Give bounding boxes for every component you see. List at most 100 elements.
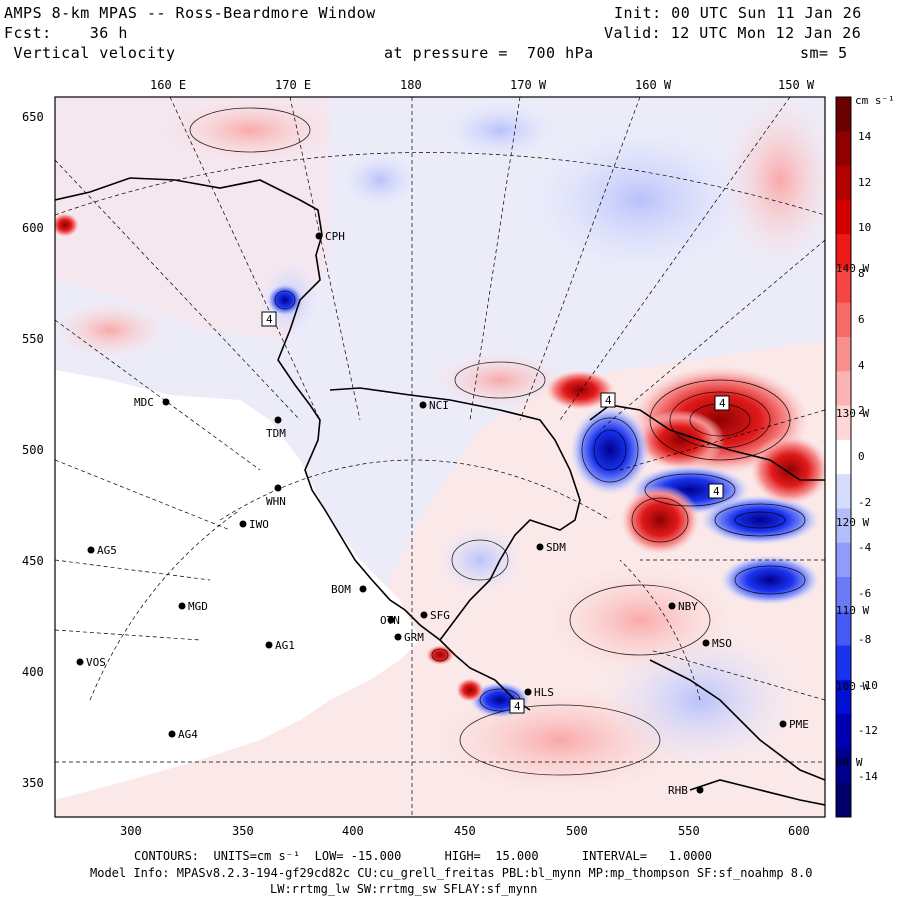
colorbar-tick-label: 4 [858, 358, 865, 372]
colorbar-tick-label: -14 [858, 770, 878, 783]
colorbar-tick-label: -12 [858, 724, 878, 738]
colorbar-tick-label: 6 [858, 312, 865, 326]
left-y-tick: 500 [22, 443, 44, 457]
top-lon-tick: 170 E [275, 78, 312, 92]
station-dot [420, 611, 428, 619]
top-lon-tick: 180 [400, 78, 422, 92]
colorbar-swatch [836, 748, 851, 784]
colorbar-swatch [836, 371, 851, 407]
station-label: MSO [712, 637, 732, 650]
colorbar-swatch [836, 679, 851, 715]
station-label: BOM [331, 583, 351, 596]
left-y-tick: 650 [22, 110, 44, 124]
station-dot [779, 720, 787, 728]
bottom-x-tick: 450 [454, 824, 476, 838]
station-dot [524, 688, 532, 696]
bottom-x-tick: 350 [232, 824, 254, 838]
model-info: Model Info: MPASv8.2.3-194-gf29cd82c CU:… [90, 866, 813, 880]
colorbar-frame [835, 96, 852, 818]
station-mso: MSO [702, 637, 732, 650]
forecast-hour: Fcst: 36 h [4, 24, 128, 42]
init-time: Init: 00 UTC Sun 11 Jan 26 [614, 4, 862, 22]
station-label: NBY [678, 600, 698, 613]
colorbar-swatch [836, 165, 851, 201]
station-dot [702, 639, 710, 647]
left-y-tick: 600 [22, 221, 44, 235]
colorbar-swatch [836, 97, 851, 132]
station-label: GRM [404, 631, 424, 644]
station-label: PME [789, 718, 809, 731]
station-mgd: MGD [178, 600, 208, 613]
station-sfg: SFG [420, 609, 450, 622]
field-name: Vertical velocity [4, 44, 176, 62]
station-label: OTN [380, 614, 400, 627]
colorbar [835, 96, 852, 818]
colorbar-swatch [836, 337, 851, 372]
station-label: RHB [668, 784, 688, 797]
colorbar-tick-label: 8 [858, 267, 865, 281]
station-label: HLS [534, 686, 554, 699]
top-lon-tick: 160 E [150, 78, 187, 92]
station-iwo: IWO [239, 518, 269, 531]
station-label: CPH [325, 230, 345, 243]
station-nby: NBY [668, 600, 698, 613]
model-info-2: LW:rrtmg_lw SW:rrtmg_sw SFLAY:sf_mynn [270, 882, 538, 896]
station-dot [168, 730, 176, 738]
contour-lines [189, 107, 806, 776]
lon-label-right: 100 W [836, 680, 869, 693]
colorbar-tick-label: -2 [858, 495, 872, 509]
colorbar-swatch [836, 577, 851, 612]
station-cph: CPH [315, 230, 345, 243]
extremum-label: 4 [719, 397, 726, 410]
extremum-label: 4 [266, 313, 273, 326]
station-dot [162, 398, 170, 406]
station-rhb: RHB [668, 784, 704, 797]
station-label: MDC [134, 396, 154, 409]
colorbar-swatch [836, 131, 851, 167]
station-hls: HLS [524, 686, 554, 699]
station-label: AG5 [97, 544, 117, 557]
extremum-label: 4 [514, 700, 521, 713]
colorbar-swatch [836, 782, 851, 818]
colorbar-tick-label: -8 [858, 632, 872, 646]
lon-label-right: 120 W [836, 516, 869, 529]
station-dot [536, 543, 544, 551]
station-label: SFG [430, 609, 450, 622]
extremum-box [600, 392, 616, 408]
station-dot [394, 633, 402, 641]
bottom-x-tick: 300 [120, 824, 142, 838]
station-markers: CPH MDC NCI TDM WHN IWO AG5 SDM BOM MGD OTN SFG GRM A… [76, 230, 809, 797]
lon-label-right: 90 W [836, 756, 863, 769]
bottom-x-tick: 600 [788, 824, 810, 838]
colorbar-swatch [836, 714, 851, 749]
extremum-box [714, 395, 730, 411]
lon-label-right: 140 W [836, 262, 869, 275]
colorbar-swatch [836, 234, 851, 269]
station-dot [265, 641, 273, 649]
station-label: AG1 [275, 639, 295, 652]
model-title: AMPS 8-km MPAS -- Ross-Beardmore Window [4, 4, 376, 22]
top-lon-tick: 170 W [510, 78, 547, 92]
colorbar-swatch [836, 302, 851, 338]
station-ag5: AG5 [87, 544, 117, 557]
station-label: SDM [546, 541, 566, 554]
lon-label-right: 130 W [836, 407, 869, 420]
station-dot [239, 520, 247, 528]
station-label: WHN [266, 495, 286, 508]
station-whn: WHN [266, 484, 286, 508]
station-vos: VOS [76, 656, 106, 669]
smoothing: sm= 5 [800, 44, 848, 62]
valid-time: Valid: 12 UTC Mon 12 Jan 26 [604, 24, 862, 42]
left-y-tick: 350 [22, 776, 44, 790]
extremum-box [708, 483, 724, 499]
colorbar-tick-label: -4 [858, 541, 872, 555]
lat-lon-grid [55, 97, 825, 817]
extremum-markers: 4 4 4 4 4 [261, 311, 730, 714]
left-y-tick: 550 [22, 332, 44, 346]
station-otn: OTN [380, 614, 400, 627]
station-bom: BOM [331, 583, 367, 596]
extremum-box [261, 311, 277, 327]
colorbar-swatch [836, 268, 851, 304]
top-lon-tick: 150 W [778, 78, 815, 92]
